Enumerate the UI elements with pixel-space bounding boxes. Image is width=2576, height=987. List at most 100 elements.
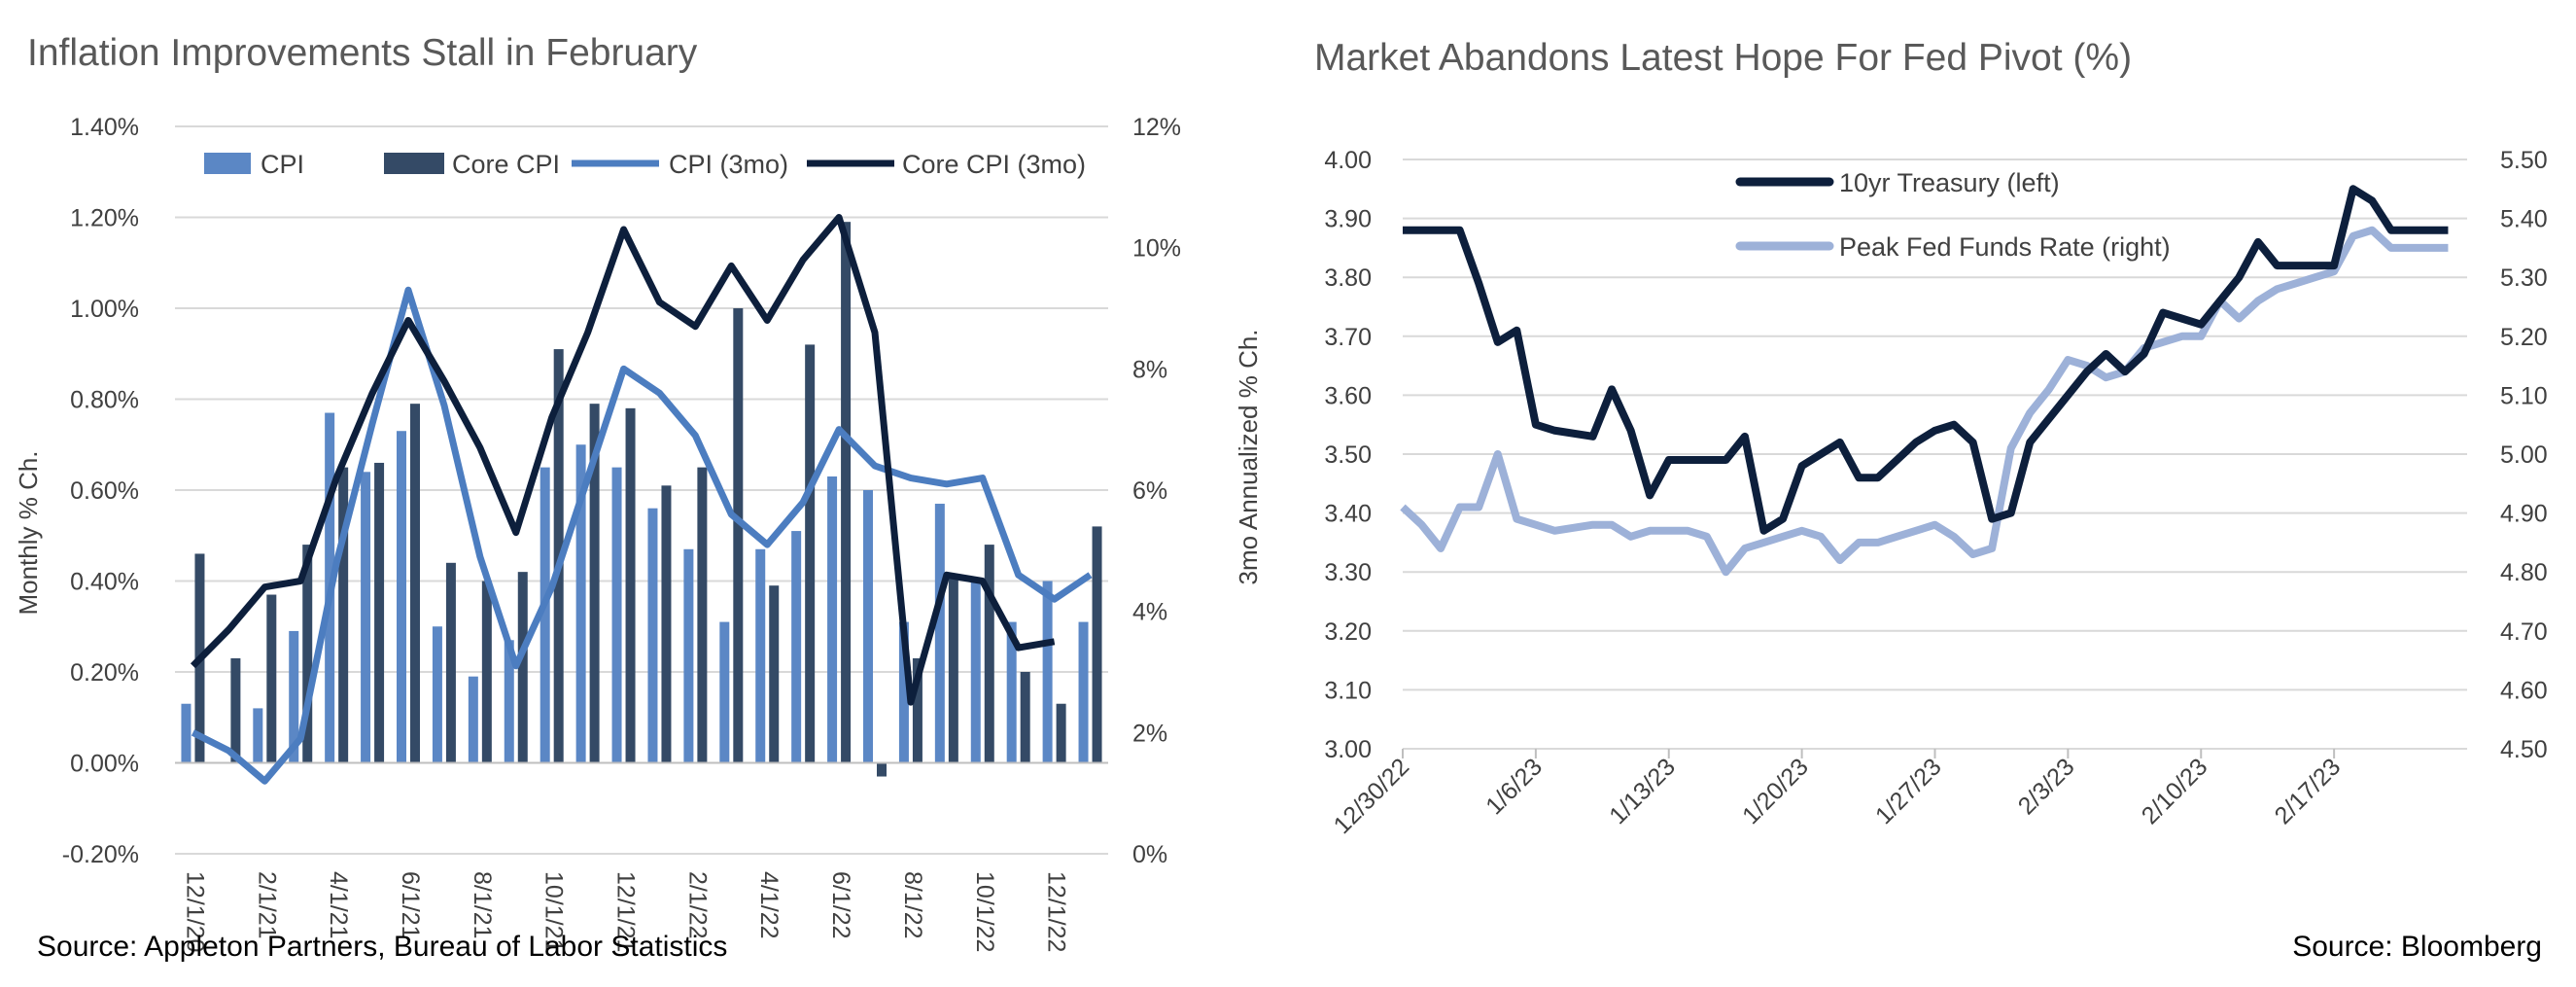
- chart2-x-tick-label: 1/20/23: [1737, 753, 1814, 829]
- chart2-right-tick-label: 5.00: [2500, 441, 2548, 469]
- cpi-bar: [898, 621, 909, 763]
- left-source-note: Source: Appleton Partners, Bureau of Lab…: [37, 931, 727, 963]
- cpi-bar: [468, 676, 478, 763]
- cpi-bar: [253, 708, 263, 763]
- core-cpi-bar: [1020, 672, 1030, 763]
- core-cpi-bar: [805, 344, 816, 763]
- chart1-left-tick-label: -0.20%: [62, 841, 139, 868]
- legend-core3mo-label: Core CPI (3mo): [902, 150, 1086, 179]
- chart2-x-tick-label: 1/6/23: [1480, 753, 1548, 820]
- chart1-ylabel: Monthly % Ch.: [14, 450, 43, 615]
- chart2-right-tick-label: 4.80: [2500, 559, 2548, 586]
- chart1-left-tick-label: 0.00%: [70, 751, 139, 778]
- cpi-bar: [181, 703, 191, 763]
- chart2-lines: [1400, 185, 2449, 577]
- inflation-chart: Inflation Improvements Stall in February…: [14, 32, 1181, 952]
- chart1-left-tick-label: 0.80%: [70, 387, 139, 414]
- cpi-bar: [575, 444, 586, 763]
- chart2-right-ticks: 4.50 4.60 4.70 4.80 4.90 5.00 5.10 5.20 5.30 5.40…: [2500, 147, 2548, 763]
- chart2-left-ticks: 3.00 3.10 3.20 3.30 3.40 3.50 3.60 3.70 3.80 3.90…: [1324, 147, 1372, 763]
- chart2-right-tick-label: 5.10: [2500, 382, 2548, 409]
- legend-core-cpi-swatch: [384, 153, 444, 174]
- legend-cpi-swatch: [204, 153, 251, 174]
- core-cpi-bar: [1092, 526, 1102, 763]
- core-cpi-bar: [984, 545, 994, 763]
- legend-treasury-label: 10yr Treasury (left): [1839, 168, 2060, 197]
- cpi-bar: [397, 431, 406, 763]
- cpi-bar: [540, 467, 550, 763]
- core-cpi-bar: [1056, 703, 1066, 763]
- chart1-title: Inflation Improvements Stall in February: [27, 32, 698, 74]
- core-cpi-bar: [266, 594, 277, 763]
- chart2-left-tick-label: 3.30: [1324, 559, 1372, 586]
- cpi-bar: [970, 581, 981, 763]
- cpi-bar: [647, 508, 658, 763]
- chart2-left-tick-label: 3.00: [1324, 736, 1372, 763]
- legend-fed-label: Peak Fed Funds Rate (right): [1839, 232, 2171, 262]
- chart1-legend: CPI Core CPI CPI (3mo) Core CPI (3mo): [204, 150, 1086, 179]
- core-cpi-bar: [410, 404, 420, 763]
- chart1-x-tick-label: 8/1/22: [899, 871, 926, 939]
- chart1-left-tick-label: 0.40%: [70, 569, 139, 596]
- core-cpi-bar: [589, 404, 600, 763]
- chart2-x-tick-label: 1/13/23: [1604, 753, 1681, 829]
- core-cpi-3mo-line: [190, 214, 1056, 706]
- chart1-x-tick-label: 12/1/20: [181, 871, 208, 952]
- treasury-line: [1403, 185, 2449, 535]
- chart1-x-ticks: 12/1/20 2/1/21 4/1/21 6/1/21 8/1/21 10/1/21 12…: [181, 871, 1069, 952]
- chart2-right-tick-label: 4.70: [2500, 618, 2548, 646]
- core-cpi-bar: [697, 467, 708, 763]
- cpi-bar: [432, 626, 442, 763]
- chart2-left-tick-label: 3.10: [1324, 677, 1372, 704]
- cpi-bar: [611, 467, 622, 763]
- core-cpi-bar: [517, 572, 528, 763]
- chart1-x-tick-label: 12/1/21: [612, 871, 640, 952]
- chart2-right-tick-label: 5.50: [2500, 147, 2548, 174]
- chart2-left-tick-label: 3.50: [1324, 441, 1372, 469]
- cpi-bar: [289, 630, 299, 763]
- treasury-fed-chart: Market Abandons Latest Hope For Fed Pivo…: [1234, 37, 2548, 839]
- chart1-right-tick-label: 12%: [1132, 114, 1181, 141]
- cpi-bar: [1042, 581, 1053, 763]
- cpi-bar: [683, 548, 694, 763]
- cpi-bar: [755, 548, 766, 763]
- core-cpi-bar: [230, 657, 241, 763]
- cpi-bar: [1078, 621, 1089, 763]
- chart1-x-tick-label: 12/1/22: [1043, 871, 1070, 952]
- chart1-right-tick-label: 0%: [1132, 841, 1167, 868]
- chart2-legend: 10yr Treasury (left) Peak Fed Funds Rate…: [1735, 168, 2171, 262]
- chart1-gridlines: [175, 125, 1108, 855]
- chart2-x-tick-label: 2/17/23: [2270, 753, 2347, 829]
- fed-funds-line: [1400, 226, 2449, 577]
- chart1-x-tick-label: 2/1/21: [253, 871, 280, 939]
- chart2-left-tick-label: 3.60: [1324, 382, 1372, 409]
- chart2-left-tick-label: 3.20: [1324, 618, 1372, 646]
- chart1-right-tick-label: 4%: [1132, 599, 1167, 626]
- core-cpi-bar: [733, 308, 744, 763]
- chart1-right-tick-label: 8%: [1132, 356, 1167, 383]
- chart1-x-tick-label: 4/1/22: [755, 871, 783, 939]
- cpi-bar: [361, 472, 371, 763]
- cpi-3mo-line: [191, 286, 1093, 785]
- right-source-note: Source: Bloomberg: [2292, 931, 2542, 963]
- chart2-right-tick-label: 5.30: [2500, 264, 2548, 292]
- legend-cpi-label: CPI: [261, 150, 304, 179]
- chart1-x-tick-label: 8/1/21: [469, 871, 496, 939]
- chart2-right-tick-label: 4.60: [2500, 677, 2548, 704]
- chart2-x-tick-label: 2/3/23: [2013, 753, 2080, 820]
- chart2-left-tick-label: 3.90: [1324, 206, 1372, 233]
- core-cpi-bar: [877, 762, 887, 777]
- core-cpi-bar: [374, 462, 385, 763]
- chart1-bars: [175, 222, 1108, 777]
- core-cpi-bar: [948, 576, 958, 763]
- chart2-right-tick-label: 4.50: [2500, 736, 2548, 763]
- core-cpi-bar: [445, 562, 456, 763]
- chart1-x-tick-label: 6/1/21: [397, 871, 424, 939]
- chart1-right-tick-label: 10%: [1132, 235, 1181, 263]
- cpi-bar: [1006, 621, 1017, 763]
- cpi-bar: [719, 621, 730, 763]
- chart1-left-ticks: -0.20% 0.00% 0.20% 0.40% 0.60% 0.80% 1.00% 1.20…: [62, 114, 139, 868]
- chart2-ylabel: 3mo Annualized % Ch.: [1234, 329, 1263, 584]
- chart2-gridlines: [1403, 159, 2467, 750]
